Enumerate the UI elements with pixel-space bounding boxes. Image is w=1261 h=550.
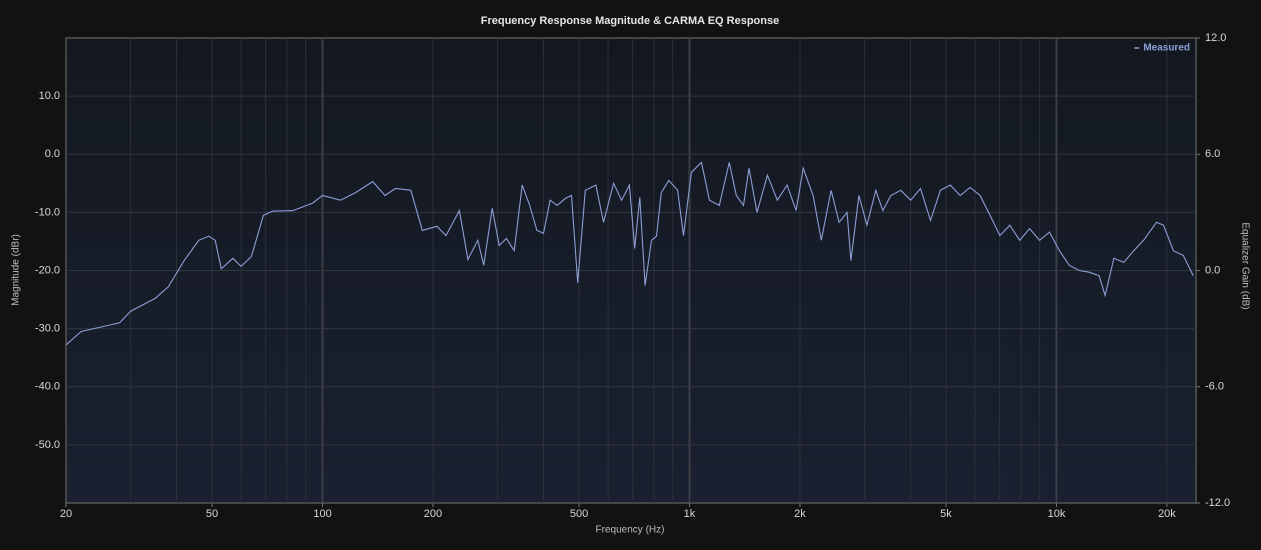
y2-tick-label: -12.0 [1205, 497, 1230, 509]
x-tick-label: 2k [794, 508, 806, 520]
x-tick-label: 10k [1048, 508, 1066, 520]
y-tick-label: 0.0 [45, 148, 60, 160]
y-axis-label: Magnitude (dBr) [11, 234, 22, 306]
x-tick-label: 50 [206, 508, 218, 520]
chart-title: Frequency Response Magnitude & CARMA EQ … [481, 15, 779, 27]
x-tick-label: 1k [684, 508, 696, 520]
y-tick-label: -10.0 [35, 206, 60, 218]
legend-label: Measured [1143, 43, 1190, 54]
x-tick-label: 20k [1158, 508, 1176, 520]
y-tick-label: -20.0 [35, 264, 60, 276]
x-tick-label: 20 [60, 508, 72, 520]
y2-tick-label: 12.0 [1205, 32, 1226, 44]
grid [66, 38, 1196, 503]
x-tick-label: 5k [940, 508, 952, 520]
y-tick-label: -50.0 [35, 439, 60, 451]
series-line [65, 161, 1194, 346]
y-tick-label: 10.0 [39, 90, 60, 102]
x-tick-label: 200 [424, 508, 442, 520]
x-axis-label: Frequency (Hz) [596, 525, 665, 536]
y-tick-label: -30.0 [35, 323, 60, 335]
y2-tick-label: -6.0 [1205, 381, 1224, 393]
y2-tick-label: 6.0 [1205, 148, 1220, 160]
y2-axis-label: Equalizer Gain (dB) [1239, 222, 1250, 309]
y-tick-label: -40.0 [35, 381, 60, 393]
y2-tick-label: 0.0 [1205, 264, 1220, 276]
x-tick-label: 100 [313, 508, 331, 520]
x-tick-label: 500 [570, 508, 588, 520]
